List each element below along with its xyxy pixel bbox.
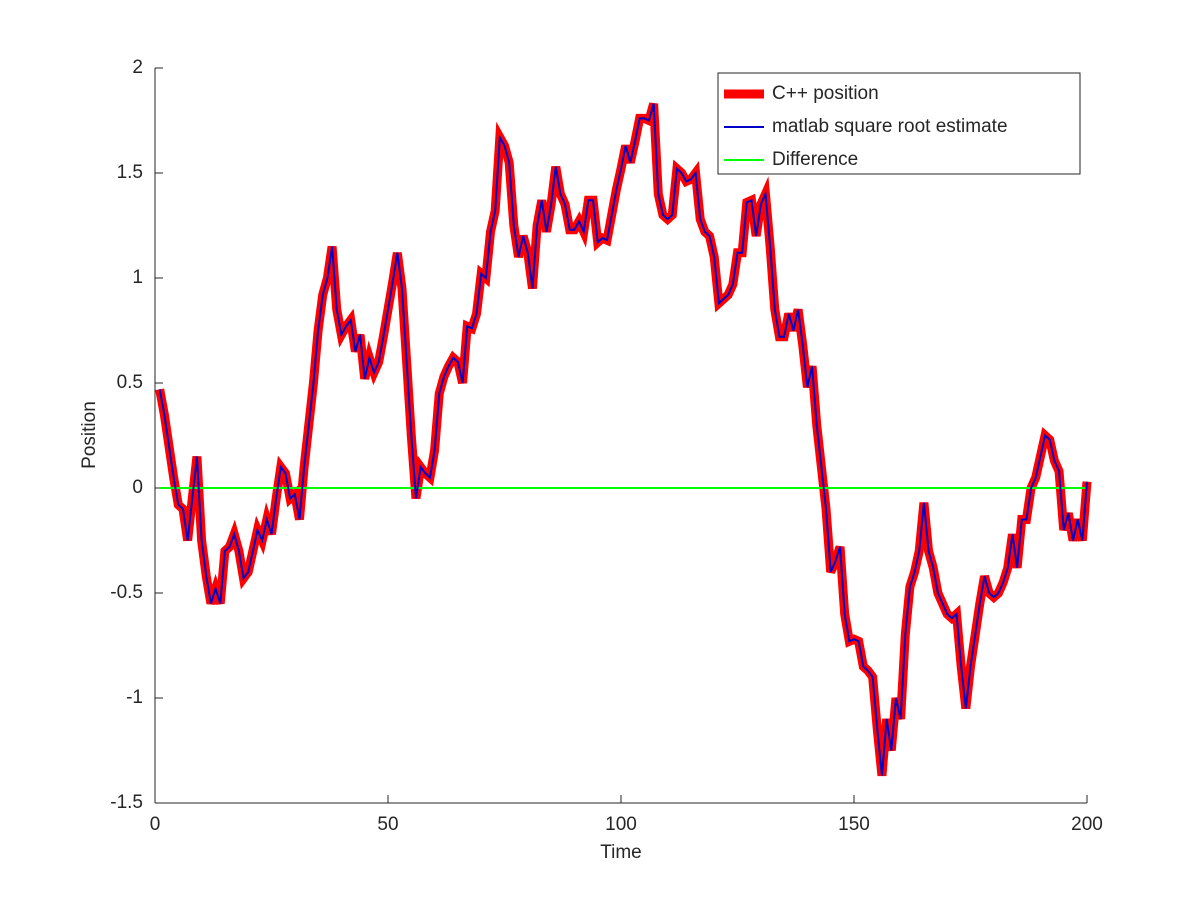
y-tick-label: 0.5	[117, 372, 143, 393]
y-tick-label: -0.5	[110, 582, 143, 603]
x-tick-label: 150	[838, 814, 870, 835]
legend-label: C++ position	[772, 83, 879, 104]
x-tick-label: 50	[377, 814, 398, 835]
x-tick-label: 100	[605, 814, 637, 835]
y-tick-label: -1.5	[110, 792, 143, 813]
data-line	[158, 103, 1088, 776]
legend-label: Difference	[772, 149, 858, 170]
y-tick-label: 0	[132, 477, 143, 498]
y-tick-label: -1	[126, 687, 143, 708]
legend-label: matlab square root estimate	[772, 116, 1008, 137]
x-axis-label: Time	[600, 842, 642, 863]
y-tick-label: 1	[132, 267, 143, 288]
y-tick-label: 1.5	[117, 162, 143, 183]
data-line	[155, 102, 1092, 777]
legend-box	[717, 72, 1081, 175]
y-axis-label: Position	[79, 401, 100, 469]
y-tick-label: 2	[132, 57, 143, 78]
x-tick-label: 0	[150, 814, 161, 835]
x-tick-label: 200	[1071, 814, 1103, 835]
